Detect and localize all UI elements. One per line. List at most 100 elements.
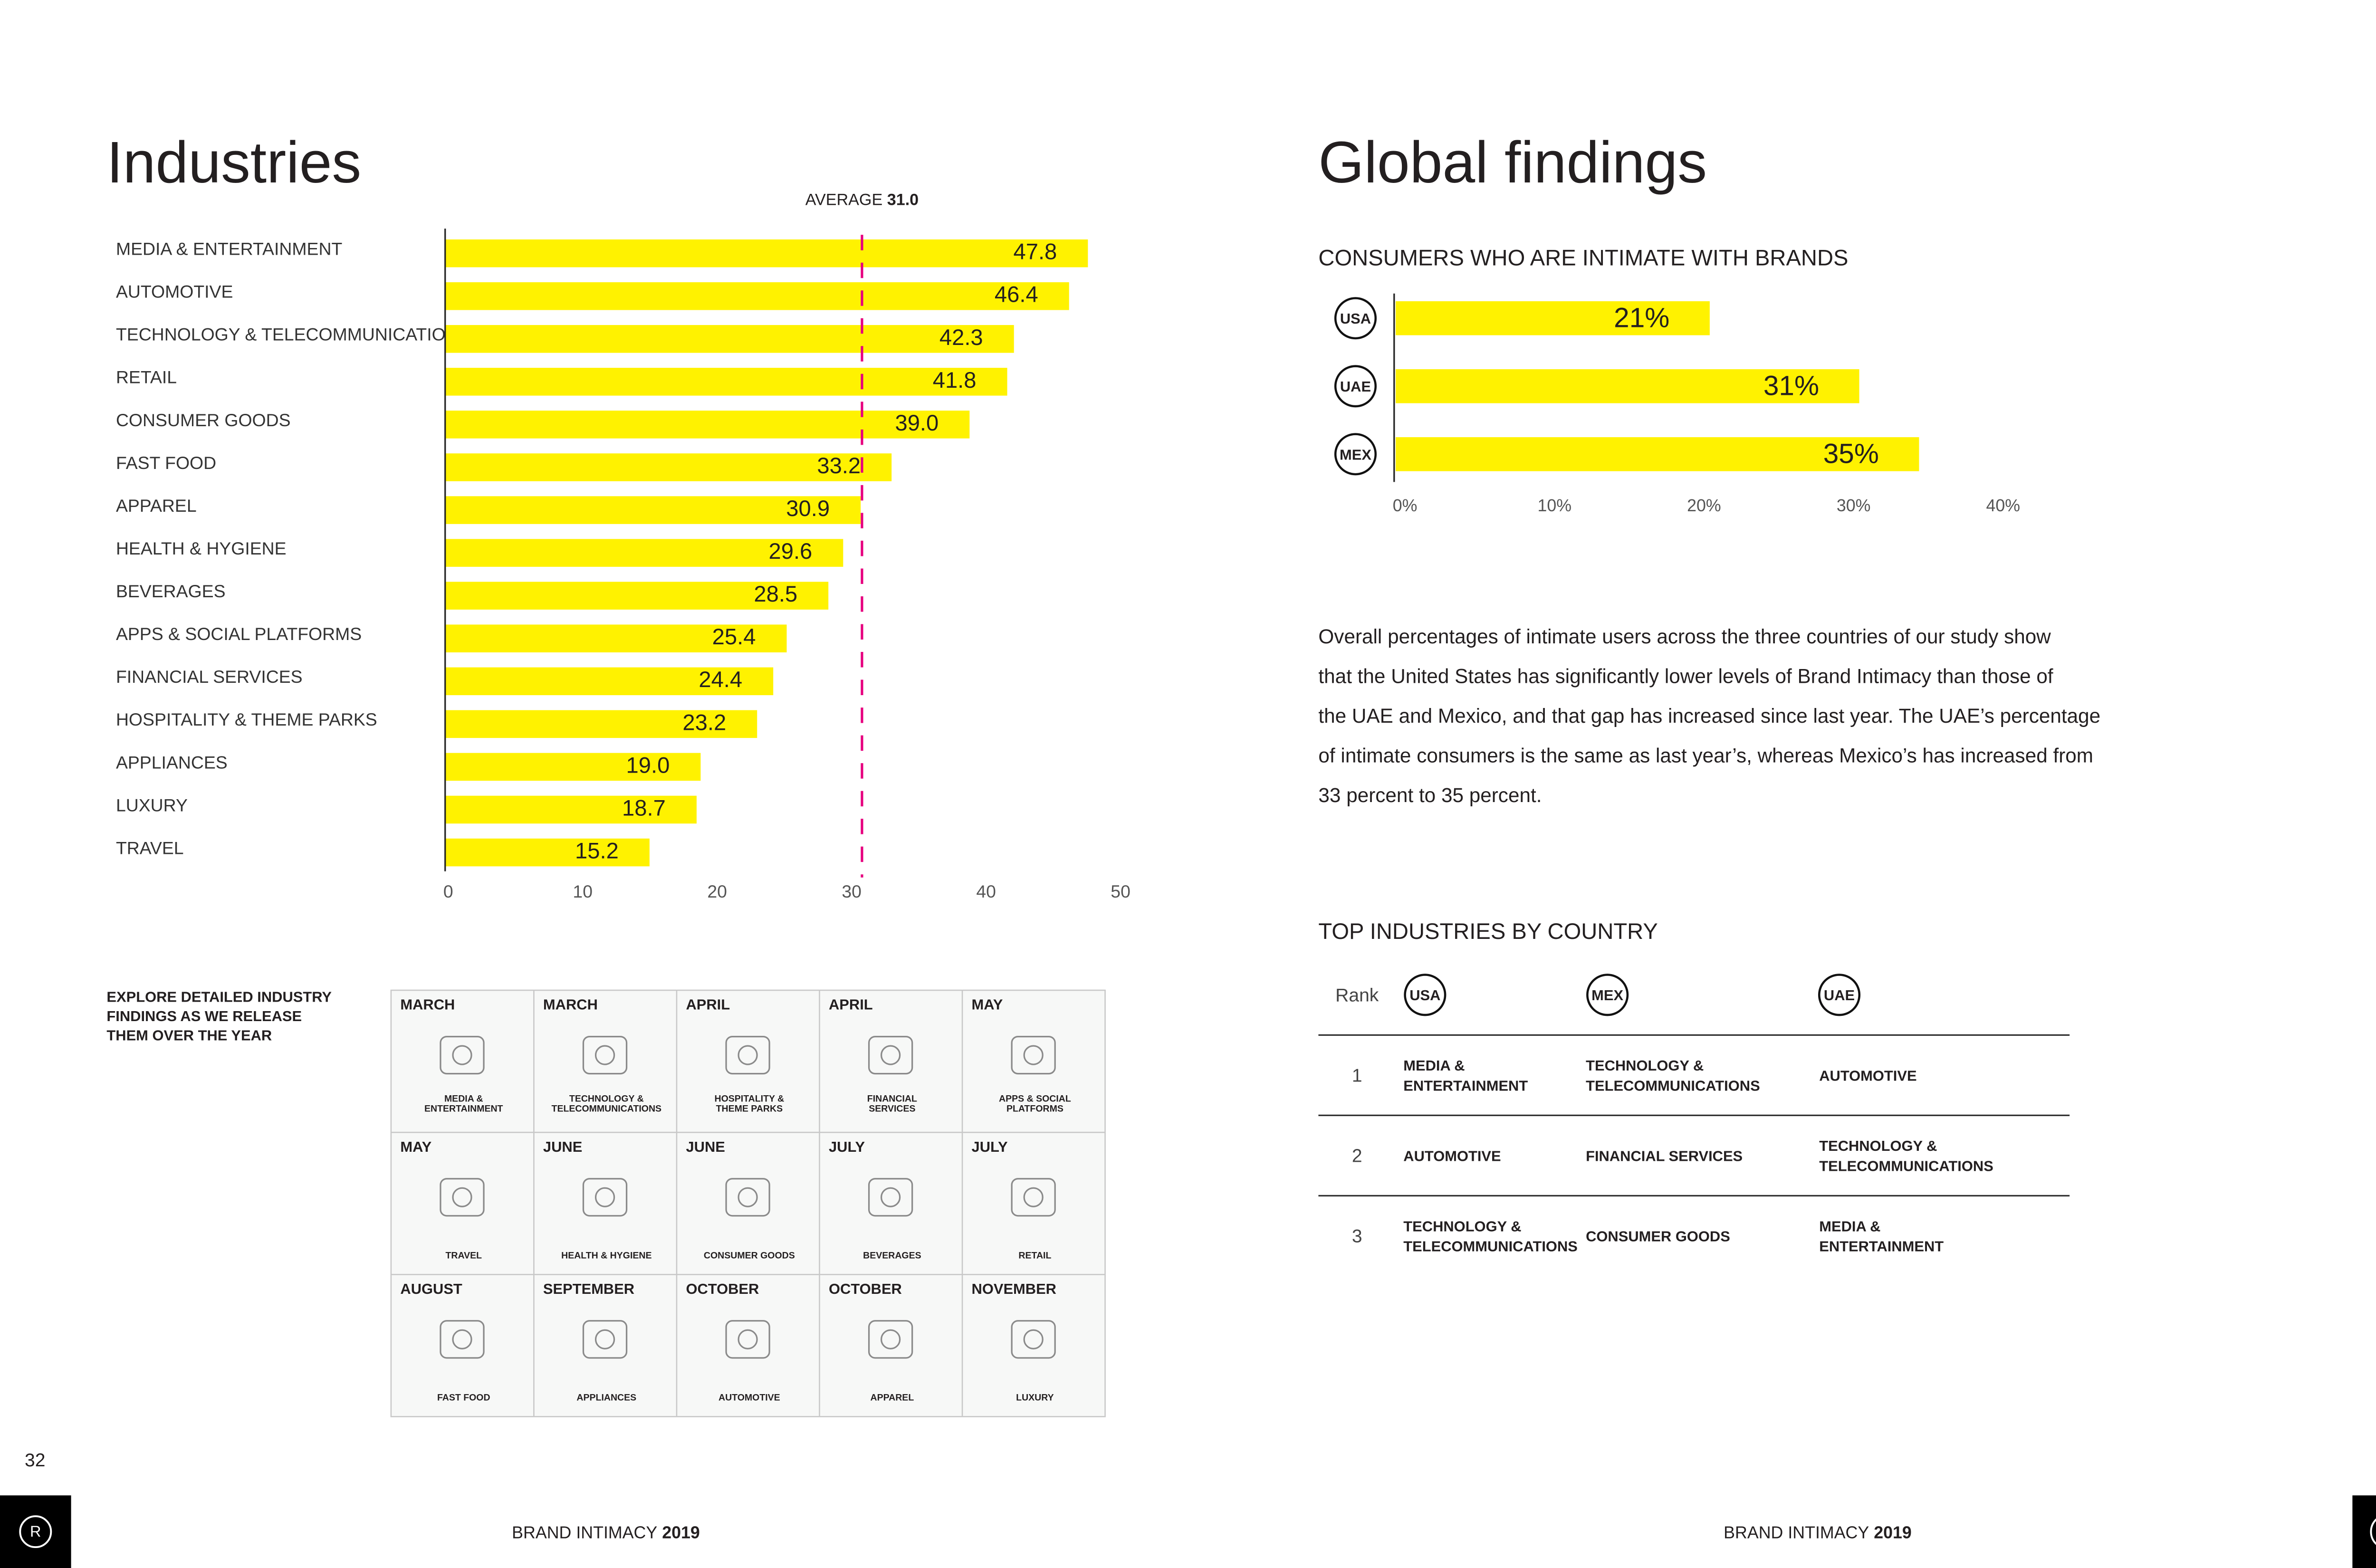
footer-text: BRAND INTIMACY (512, 1523, 657, 1542)
logo-box (0, 1495, 71, 1568)
bar (445, 496, 861, 524)
value-label: 33.2 (817, 453, 861, 478)
calendar-label: AUTOMOTIVE (719, 1393, 780, 1403)
value-label: 23.2 (682, 709, 726, 735)
category-label: CONSUMER GOODS (116, 410, 291, 430)
category-label: HEALTH & HYGIENE (116, 538, 287, 558)
calendar-label: HOSPITALITY & (715, 1093, 785, 1104)
calendar-icon-detail (452, 1329, 472, 1349)
calendar-label: APPLIANCES (576, 1393, 636, 1403)
category-label: AUTOMOTIVE (116, 282, 233, 302)
bar (445, 368, 1007, 396)
bar (445, 453, 892, 481)
bar (445, 838, 650, 867)
calendar-month: OCTOBER (829, 1281, 902, 1297)
paragraph-line: Overall percentages of intimate users ac… (1318, 625, 2051, 648)
x-tick-label: 50 (1111, 881, 1131, 901)
table-cell: MEDIA & (1403, 1057, 1465, 1074)
calendar-label: PLATFORMS (1006, 1104, 1063, 1114)
paragraph-line: 33 percent to 35 percent. (1318, 784, 1542, 806)
calendar-month: NOVEMBER (972, 1281, 1056, 1297)
calendar-icon-detail (880, 1045, 901, 1065)
calendar-note: FINDINGS AS WE RELEASE (106, 1008, 302, 1024)
bar (445, 539, 843, 567)
calendar-label: MEDIA & (444, 1093, 483, 1104)
calendar-label: APPAREL (870, 1393, 914, 1403)
value-label: 18.7 (622, 795, 666, 820)
bar (445, 282, 1069, 310)
page-number: 32 (25, 1450, 45, 1471)
calendar-month: AUGUST (400, 1281, 462, 1297)
calendar-label: APPS & SOCIAL (999, 1093, 1071, 1104)
bar (1396, 301, 1710, 335)
country-badge (1586, 974, 1629, 1016)
left-title: Industries (106, 130, 361, 195)
bar (445, 753, 701, 781)
category-label: APPS & SOCIAL PLATFORMS (116, 624, 362, 644)
value-label: 42.3 (939, 325, 983, 350)
category-label: UAE (1340, 378, 1371, 395)
calendar-icon (1011, 1178, 1056, 1217)
average-value: 31.0 (887, 191, 919, 209)
value-label: 46.4 (995, 282, 1038, 307)
calendar-month: MAY (972, 996, 1003, 1013)
value-label: 30.9 (786, 496, 830, 521)
calendar-note: EXPLORE DETAILED INDUSTRY (106, 988, 332, 1005)
footer: BRAND INTIMACY 2019 (512, 1523, 700, 1542)
calendar-icon-detail (594, 1045, 615, 1065)
table-cell: MEDIA & (1819, 1218, 1880, 1234)
calendar-month: JUNE (686, 1138, 725, 1155)
calendar-icon (868, 1320, 913, 1359)
category-label: APPAREL (116, 496, 197, 516)
paragraph-line: of intimate consumers is the same as las… (1318, 745, 2093, 767)
bar (445, 795, 697, 824)
paragraph-line: the UAE and Mexico, and that gap has inc… (1318, 705, 2100, 727)
bar (445, 667, 774, 696)
calendar-icon (1011, 1035, 1056, 1075)
accessibility-box (2352, 1495, 2376, 1568)
bar (445, 710, 757, 738)
table-cell: ENTERTAINMENT (1819, 1238, 1944, 1255)
x-tick-label: 0% (1393, 496, 1418, 515)
table-cell: AUTOMOTIVE (1403, 1147, 1501, 1164)
calendar-label: TELECOMMUNICATIONS (552, 1104, 662, 1114)
calendar-month: OCTOBER (686, 1281, 759, 1297)
table-header: MEX (1591, 987, 1623, 1004)
calendar-icon (582, 1035, 628, 1075)
calendar-label: CONSUMER GOODS (704, 1250, 795, 1261)
table-header: Rank (1335, 985, 1379, 1005)
calendar-frame (390, 989, 1106, 1417)
calendar-label: HEALTH & HYGIENE (561, 1250, 651, 1261)
value-label: 21% (1614, 302, 1669, 333)
calendar-icon-detail (1023, 1329, 1044, 1349)
calendar-icon-detail (738, 1045, 758, 1065)
table-cell: TELECOMMUNICATIONS (1586, 1077, 1760, 1094)
calendar-label: THEME PARKS (716, 1104, 783, 1114)
table-cell: TELECOMMUNICATIONS (1403, 1238, 1578, 1255)
x-tick-label: 20% (1687, 496, 1721, 515)
table-cell: AUTOMOTIVE (1819, 1067, 1916, 1084)
rank: 3 (1352, 1226, 1362, 1247)
calendar-label: FAST FOOD (437, 1393, 490, 1403)
rank: 2 (1352, 1146, 1362, 1166)
category-label: MEX (1340, 446, 1371, 463)
value-label: 31% (1763, 371, 1819, 402)
bar (445, 624, 787, 652)
calendar-icon-detail (880, 1187, 901, 1207)
value-label: 25.4 (712, 624, 756, 649)
value-label: 29.6 (769, 538, 813, 564)
category-label: FINANCIAL SERVICES (116, 667, 303, 687)
average-text: AVERAGE (805, 191, 883, 209)
country-badge (1334, 297, 1377, 340)
x-tick-label: 30 (842, 881, 862, 901)
calendar-month: APRIL (686, 996, 730, 1013)
calendar-icon (440, 1320, 485, 1359)
category-label: BEVERAGES (116, 581, 226, 601)
calendar-note: THEM OVER THE YEAR (106, 1027, 272, 1044)
global-subtitle: CONSUMERS WHO ARE INTIMATE WITH BRANDS (1318, 245, 1848, 270)
category-label: RETAIL (116, 367, 177, 387)
country-badge (1404, 974, 1447, 1016)
calendar-label: BEVERAGES (863, 1250, 921, 1261)
table-cell: TECHNOLOGY & (1403, 1218, 1521, 1234)
